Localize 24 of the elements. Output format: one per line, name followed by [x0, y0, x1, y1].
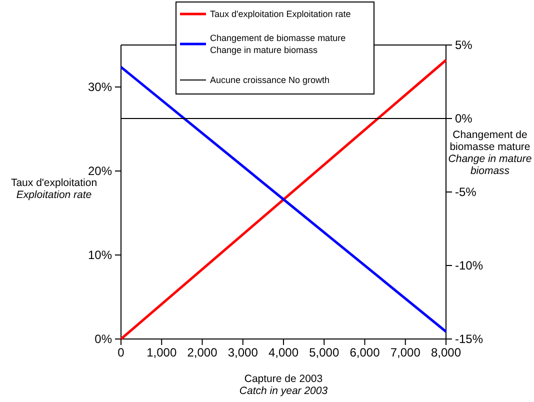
x-tick-label: 7,000 [390, 346, 421, 360]
x-tick-label: 2,000 [187, 346, 218, 360]
y2-tick-label: 0% [455, 111, 473, 126]
x-tick-label: 1,000 [146, 346, 177, 360]
x-tick-label: 5,000 [309, 346, 340, 360]
y2-tick-label: -15% [455, 332, 484, 346]
legend-label: Changement de biomasse mature Change in mature biomass [210, 33, 346, 55]
legend-label: Aucune croissance No growth [210, 75, 330, 85]
y-tick-label: 30% [88, 80, 112, 94]
y-tick-label: 20% [88, 164, 112, 178]
y2-tick-label: 5% [455, 38, 473, 52]
x-tick-label: 8,000 [430, 346, 462, 360]
y-tick-label: 10% [88, 248, 112, 262]
y-axis-title: Taux d'exploitation Exploitation rate [10, 177, 98, 201]
x-tick-label: 6,000 [350, 346, 380, 360]
y2-tick-label: -10% [455, 258, 484, 272]
y2-tick-label: -5% [455, 184, 477, 199]
x-axis-title: Capture de 2003 Catch in year 2003 [239, 373, 328, 397]
y2-axis-title: Changement de biomasse mature Change in mature biomass [448, 129, 532, 177]
x-tick-label: 4,000 [268, 346, 299, 360]
x-tick-label: 3,000 [228, 346, 258, 360]
x-tick-label: 0 [118, 346, 125, 360]
legend-label: Taux d'exploitation Exploitation rate [210, 9, 351, 19]
y-tick-label: 0% [94, 332, 112, 346]
